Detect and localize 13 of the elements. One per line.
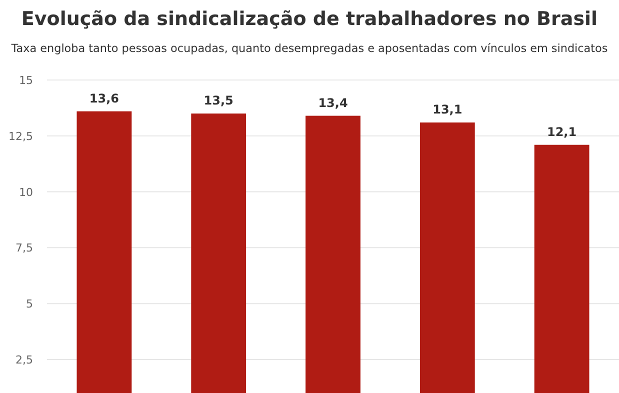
y-tick-label: 7,5 [16,242,33,255]
chart-subtitle: Taxa engloba tanto pessoas ocupadas, quanto desempregadas e aposentadas com vínculos em sindicatos [10,42,608,55]
y-tick-label: 12,5 [8,130,33,143]
y-tick-label: 2,5 [16,353,33,366]
data-label: 13,4 [318,96,348,110]
data-label: 12,1 [546,124,577,139]
y-tick-label: 15 [19,74,33,87]
y-tick-label: 10 [19,186,33,199]
data-label: 13,1 [432,102,462,116]
data-label: 13,6 [89,91,120,106]
chart-title: Evolução da sindicalização de trabalhadores no Brasil [21,8,598,30]
data-label: 13,5 [204,94,234,108]
y-tick-label: 5 [26,298,33,311]
